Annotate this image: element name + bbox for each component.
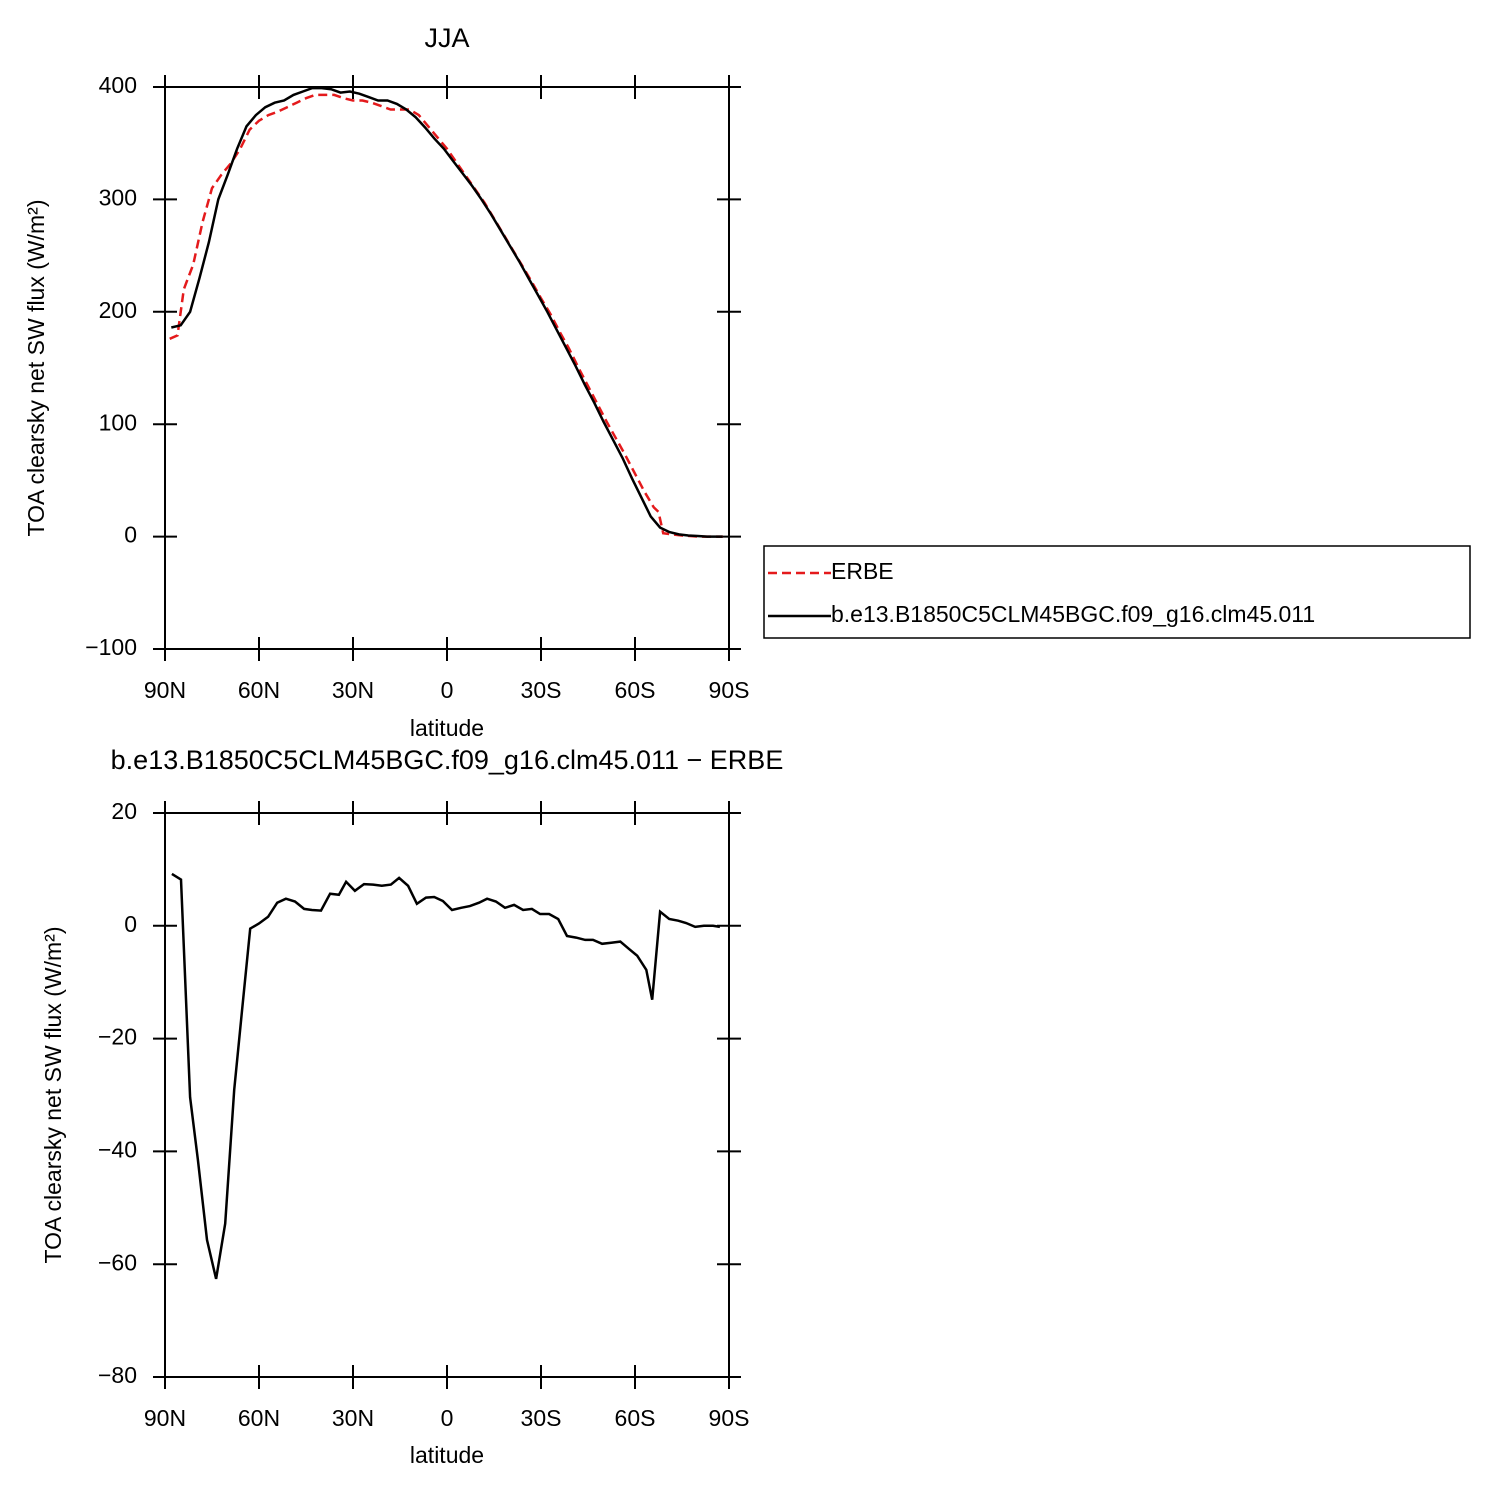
y-tick-label: 20 <box>111 798 137 824</box>
data-line <box>171 86 723 538</box>
x-tick-label: 90S <box>709 1405 750 1431</box>
x-tick-label: 60N <box>238 1405 280 1431</box>
y-tick-label: −40 <box>98 1136 137 1162</box>
y-tick-label: 200 <box>99 297 137 323</box>
y-tick-label: 400 <box>99 72 137 98</box>
x-tick-label: 90N <box>144 1405 186 1431</box>
y-axis-label: TOA clearsky net SW flux (W/m²) <box>40 927 66 1264</box>
plot-frame <box>164 812 730 1378</box>
y-tick-label: −60 <box>98 1249 137 1275</box>
plot-frame <box>164 86 730 650</box>
y-tick-label: −20 <box>98 1024 137 1050</box>
x-axis-label: latitude <box>410 1442 484 1468</box>
x-tick-label: 0 <box>441 1405 454 1431</box>
x-tick-label: 90S <box>709 677 750 703</box>
y-tick-label: 0 <box>124 911 137 937</box>
chart-title: JJA <box>424 23 469 53</box>
x-tick-label: 60N <box>238 677 280 703</box>
x-tick-label: 30S <box>521 677 562 703</box>
y-tick-label: −80 <box>98 1362 137 1388</box>
data-line <box>169 93 723 538</box>
data-line <box>171 872 721 1280</box>
legend-label: b.e13.B1850C5CLM45BGC.f09_g16.clm45.011 <box>831 601 1315 627</box>
x-tick-label: 90N <box>144 677 186 703</box>
x-tick-label: 60S <box>615 677 656 703</box>
x-tick-label: 60S <box>615 1405 656 1431</box>
y-tick-label: 0 <box>124 522 137 548</box>
legend-label: ERBE <box>831 558 894 584</box>
x-tick-label: 0 <box>441 677 454 703</box>
y-tick-label: −100 <box>85 634 137 660</box>
x-tick-label: 30N <box>332 677 374 703</box>
chart-title: b.e13.B1850C5CLM45BGC.f09_g16.clm45.011 … <box>111 745 784 775</box>
x-tick-label: 30N <box>332 1405 374 1431</box>
x-tick-label: 30S <box>521 1405 562 1431</box>
y-tick-label: 100 <box>99 409 137 435</box>
y-tick-label: 300 <box>99 184 137 210</box>
y-axis-label: TOA clearsky net SW flux (W/m²) <box>23 200 49 537</box>
x-axis-label: latitude <box>410 715 484 741</box>
legend-box <box>763 545 1471 639</box>
